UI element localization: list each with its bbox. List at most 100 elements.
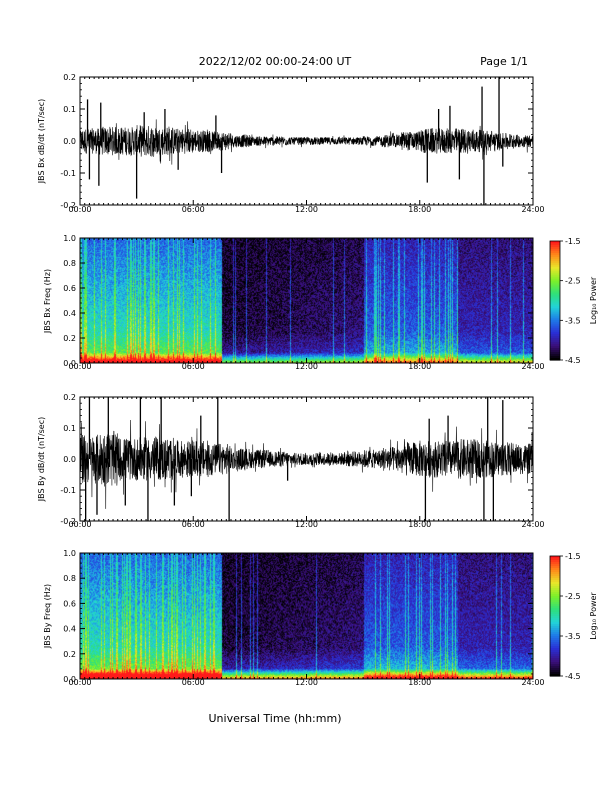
colorbar-cell [550,310,560,313]
x-tick-label: 24:00 [521,362,544,371]
colorbar-cell [550,256,560,260]
colorbar-cell [550,610,560,613]
colorbar-cell [550,254,560,258]
colorbar-cell [550,660,560,663]
colorbar-tick-label: -2.5 [565,592,581,601]
colorbar-cell [550,352,560,355]
colorbar-cell [550,614,560,617]
colorbar-cell [550,322,560,325]
colorbar-cell [550,576,560,579]
colorbar-cell [550,672,560,675]
colorbar-tick-label: -3.5 [565,632,581,641]
y-tick-label: 0.1 [63,105,76,114]
bx-dbdt-trace [79,77,534,205]
y-tick-label: 0.6 [63,599,76,608]
colorbar-cell [550,288,560,292]
colorbar-cell [550,578,560,581]
x-tick-label: 18:00 [408,205,431,214]
x-tick-label: 00:00 [68,362,91,371]
colorbar-cell [550,666,560,669]
colorbar-cell [550,320,560,323]
x-tick-label: 12:00 [295,678,318,687]
series-line [79,119,534,165]
y-tick-label: 0.0 [63,675,76,684]
colorbar-cell [550,260,560,264]
y-tick-label: -0.1 [60,486,76,495]
colorbar-cell [550,274,560,278]
bx-freq-axes: 00:00 06:00 12:00 18:00 24:00 1.0 0.8 0.6 0.4 0.2… [63,234,544,371]
colorbar-cell [550,246,560,250]
colorbar-cell [550,650,560,653]
colorbar-cell [550,308,560,312]
colorbar-cell [550,654,560,657]
colorbar-cell [550,566,560,569]
colorbar-cell [550,252,560,256]
colorbar-cell [550,278,560,282]
colorbar-cell [550,570,560,573]
colorbar-cell [550,282,560,286]
by-freq-axes: 00:00 06:00 12:00 18:00 24:00 1.0 0.8 0.6 0.4 0.2… [63,549,544,687]
colorbar-cell [550,302,560,306]
colorbar-cell [550,586,560,589]
colorbar-cell [550,636,560,639]
colorbar-cell [550,630,560,633]
colorbar-cell [550,344,560,347]
colorbar-cell [550,241,560,244]
plot-title: 2022/12/02 00:00-24:00 UT [199,55,352,68]
y-tick-label: 0.8 [63,574,76,583]
y-tick-label: 0.4 [63,309,76,318]
y-tick-label: -0.2 [60,517,76,526]
x-tick-label: 24:00 [521,205,544,214]
colorbar-cell [550,346,560,349]
colorbar-cell [550,250,560,254]
y-tick-label: 0.4 [63,625,76,634]
colorbar-cell [550,596,560,599]
colorbar-cell [550,358,560,361]
y-tick-label: 1.0 [63,234,76,243]
series-line [79,419,534,509]
colorbar-cell [550,564,560,567]
x-tick-label: 06:00 [182,678,205,687]
colorbar-frame [549,555,561,677]
colorbar-cell [550,242,560,246]
colorbar-cell [550,644,560,647]
y-tick-label: 0.6 [63,284,76,293]
colorbar-cell [550,584,560,587]
colorbar-cell [550,646,560,649]
colorbar-cell [550,354,560,357]
y-tick-label: 0.2 [63,650,76,659]
colorbar-cell [550,652,560,655]
x-tick-label: 18:00 [408,362,431,371]
colorbar-cell [550,316,560,319]
colorbar-cell [550,334,560,337]
y-tick-label: -0.1 [60,169,76,178]
colorbar-cell [550,558,560,561]
x-tick-label: 24:00 [521,520,544,529]
panel-bx-freq: 00:00 06:00 12:00 18:00 24:00 1.0 0.8 0.6 0.4 0.2… [43,234,598,371]
colorbar-cell [550,620,560,623]
colorbar-cell [550,590,560,593]
colorbar-cell [550,642,560,645]
colorbar-tick-label: -2.5 [565,277,581,286]
x-tick-label: 00:00 [68,205,91,214]
bx-colorbar: -1.5 -2.5 -3.5 -4.5 Log₁₀ Power [549,237,598,365]
by-dbdt-ylabel: JBS By dB/dt (nT/sec) [37,417,46,503]
colorbar-cell [550,606,560,609]
colorbar-cell [550,292,560,296]
colorbar-cell [550,648,560,651]
colorbar-cell [550,658,560,661]
colorbar-cell [550,348,560,351]
colorbar-cell [550,580,560,583]
by-dbdt-trace [79,397,534,521]
colorbar-cell [550,324,560,327]
x-tick-label: 12:00 [295,520,318,529]
colorbar-label: Log₁₀ Power [589,592,598,640]
colorbar-cell [550,262,560,266]
colorbar-tick-label: -1.5 [565,552,581,561]
colorbar-cell [550,562,560,565]
colorbar-cell [550,340,560,343]
spectrogram-image [80,553,533,679]
bx-dbdt-axes: 00:00 06:00 12:00 18:00 24:00 0.2 0.1 0.0 -0.1 -0… [60,73,544,214]
colorbar-cell [550,608,560,611]
